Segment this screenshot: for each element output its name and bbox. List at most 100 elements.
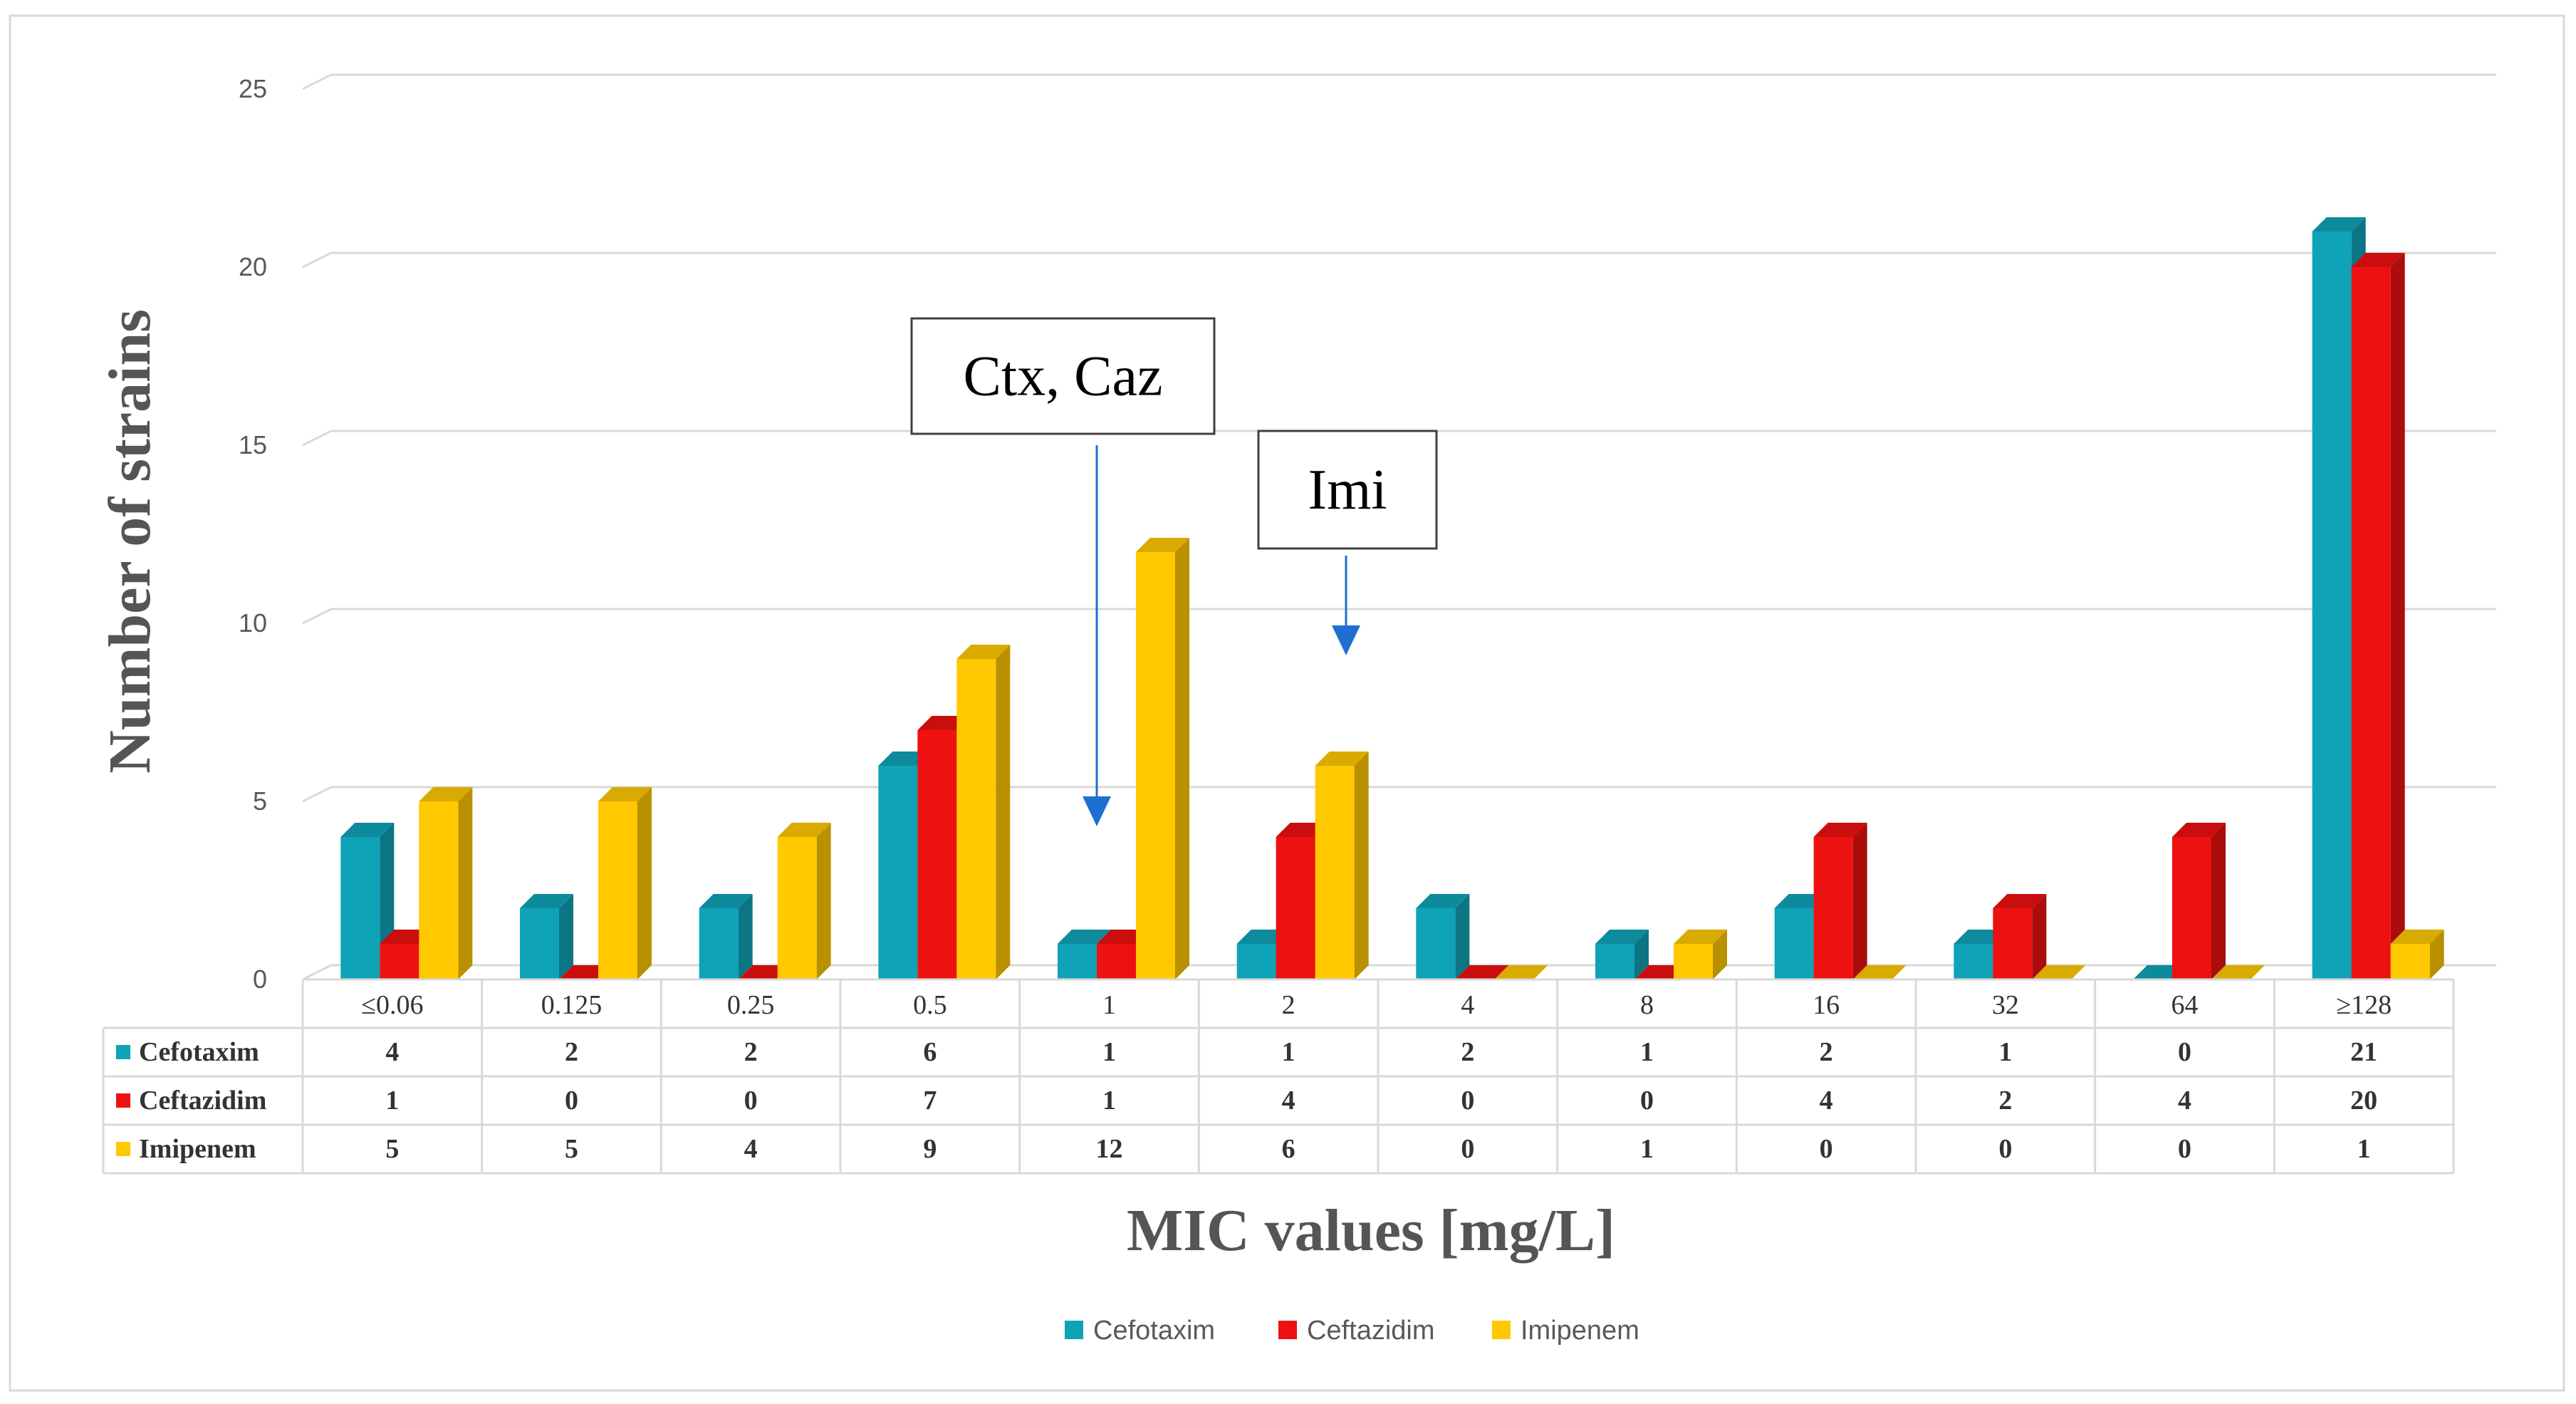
bar-imipenem-4 xyxy=(1136,538,1189,979)
x-tick-label: 1 xyxy=(1102,990,1116,1020)
legend-item-imipenem: Imipenem xyxy=(1492,1316,1639,1346)
bar-imipenem-5 xyxy=(1315,752,1369,979)
table-cell: 1 xyxy=(1640,1037,1654,1067)
bar-ceftazidim-8 xyxy=(1813,823,1867,979)
table-cell: 6 xyxy=(1282,1134,1295,1164)
table-cell: 1 xyxy=(1102,1086,1116,1116)
table-legend-key xyxy=(116,1142,130,1156)
x-tick-label: 32 xyxy=(1992,990,2019,1020)
bar-imipenem-3 xyxy=(956,645,1011,979)
bars xyxy=(340,217,2444,979)
table-row-label: Ceftazidim xyxy=(139,1086,266,1116)
bar-imipenem-6 xyxy=(1494,965,1548,979)
y-tick-label: 10 xyxy=(239,608,267,638)
table-cell: 0 xyxy=(565,1086,578,1116)
x-tick-label: 2 xyxy=(1282,990,1295,1020)
table-cell: 12 xyxy=(1096,1134,1123,1164)
bar-ceftazidim-11 xyxy=(2351,253,2405,979)
gridline-depth xyxy=(302,73,332,90)
table-cell: 2 xyxy=(744,1037,758,1067)
bar-imipenem-10 xyxy=(2211,965,2265,979)
legend-item-ceftazidim: Ceftazidim xyxy=(1278,1316,1435,1346)
legend-label: Ceftazidim xyxy=(1307,1316,1435,1346)
x-axis-label: MIC values [mg/L] xyxy=(1127,1197,1615,1264)
annotation-arrowhead xyxy=(1332,625,1360,655)
table-cell: 0 xyxy=(1461,1134,1474,1164)
table-cell: 1 xyxy=(385,1086,399,1116)
annotation-arrowhead xyxy=(1083,796,1111,826)
table-cell: 4 xyxy=(1282,1086,1295,1116)
table-cell: 6 xyxy=(923,1037,937,1067)
legend-swatch xyxy=(1065,1321,1083,1339)
bar-cefotaxim-1 xyxy=(520,894,573,979)
legend: Cefotaxim Ceftazidim Imipenem xyxy=(1065,1316,1639,1346)
table-cell: 20 xyxy=(2350,1086,2377,1116)
annotation-text: Ctx, Caz xyxy=(964,345,1163,407)
table-cell: 1 xyxy=(1998,1037,2012,1067)
bar-imipenem-9 xyxy=(2032,965,2086,979)
legend-item-cefotaxim: Cefotaxim xyxy=(1065,1316,1215,1346)
table-cell: 0 xyxy=(1820,1134,1833,1164)
table-cell: 4 xyxy=(1820,1086,1833,1116)
table-cell: 4 xyxy=(744,1134,758,1164)
table-cell: 2 xyxy=(1461,1037,1474,1067)
table-legend-key xyxy=(116,1045,130,1059)
bar-ceftazidim-10 xyxy=(2172,823,2226,979)
table-cell: 1 xyxy=(1102,1037,1116,1067)
table-cell: 0 xyxy=(1998,1134,2012,1164)
table-cell: 0 xyxy=(1640,1086,1654,1116)
annotation-callout: Ctx, Caz xyxy=(910,317,1216,826)
bar-imipenem-2 xyxy=(777,823,831,979)
y-tick-label: 15 xyxy=(239,430,267,459)
table-cell: 7 xyxy=(923,1086,937,1116)
gridline-depth xyxy=(302,786,332,803)
bar-ceftazidim-6 xyxy=(1455,965,1509,979)
bar-imipenem-7 xyxy=(1674,930,1727,979)
x-tick-label: 0.25 xyxy=(727,990,775,1020)
bar-imipenem-8 xyxy=(1852,965,1907,979)
data-table: ≤0.06 0.125 0.25 0.5 1 2 4 8 16 32 64 ≥128Cefotaxim… xyxy=(102,978,2455,1175)
table-cell: 4 xyxy=(2178,1086,2191,1116)
table-cell: 5 xyxy=(385,1134,399,1164)
table-cell: 2 xyxy=(1998,1086,2012,1116)
table-cell: 0 xyxy=(744,1086,758,1116)
x-tick-label: ≥128 xyxy=(2336,990,2392,1020)
chart-border xyxy=(9,14,2565,1392)
bar-cefotaxim-2 xyxy=(699,894,753,979)
table-cell: 9 xyxy=(923,1134,937,1164)
table-cell: 4 xyxy=(385,1037,399,1067)
gridline-depth xyxy=(302,430,332,447)
table-cell: 0 xyxy=(2178,1134,2191,1164)
bar-imipenem-0 xyxy=(419,787,473,979)
table-row-label: Cefotaxim xyxy=(139,1037,259,1067)
table-cell: 1 xyxy=(1640,1134,1654,1164)
x-tick-label: 16 xyxy=(1813,990,1840,1020)
table-legend-key xyxy=(116,1093,130,1108)
annotation-callout: Imi xyxy=(1257,430,1438,655)
annotation-text: Imi xyxy=(1308,459,1387,521)
table-cell: 0 xyxy=(1461,1086,1474,1116)
bar-ceftazidim-9 xyxy=(1993,894,2047,979)
x-tick-label: 0.5 xyxy=(913,990,947,1020)
bar-imipenem-1 xyxy=(598,787,652,979)
legend-label: Imipenem xyxy=(1521,1316,1639,1346)
gridline-depth xyxy=(302,964,332,981)
bar-cefotaxim-6 xyxy=(1416,894,1470,979)
x-tick-label: 64 xyxy=(2171,990,2199,1020)
gridline-depth xyxy=(302,608,332,625)
y-axis-ticks: 0 5 10 15 20 25 xyxy=(239,74,267,994)
table-cell: 1 xyxy=(1282,1037,1295,1067)
table-cell: 21 xyxy=(2350,1037,2377,1067)
table-cell: 2 xyxy=(565,1037,578,1067)
y-axis-label: Number of strains xyxy=(97,309,163,774)
x-tick-label: 0.125 xyxy=(541,990,603,1020)
bar-cefotaxim-7 xyxy=(1595,930,1649,979)
y-tick-label: 0 xyxy=(253,964,267,994)
table-row-label: Imipenem xyxy=(139,1134,256,1164)
y-tick-label: 5 xyxy=(253,786,267,816)
gridline-depth xyxy=(302,251,332,269)
table-cell: 0 xyxy=(2178,1037,2191,1067)
table-cell: 2 xyxy=(1820,1037,1833,1067)
